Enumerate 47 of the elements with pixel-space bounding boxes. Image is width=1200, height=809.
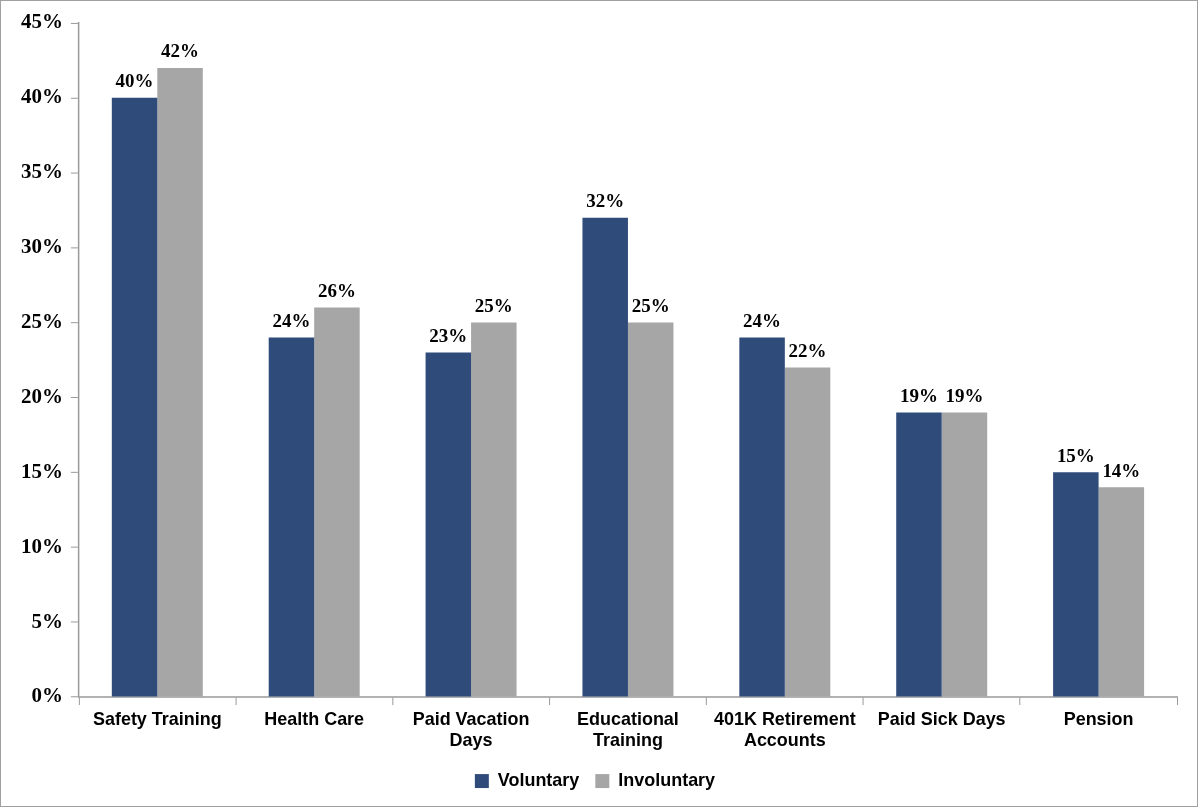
y-tick-label: 20% (21, 383, 63, 408)
x-tick-label: Pension (1063, 708, 1134, 729)
x-tick-label: Educational Training (577, 708, 679, 751)
x-tick-label: Paid Sick Days (877, 708, 1006, 729)
data-label: 14% (1102, 459, 1141, 481)
y-tick-label: 40% (21, 84, 63, 109)
y-tick-label: 15% (21, 458, 63, 483)
data-label: 19% (945, 384, 984, 406)
bar (314, 307, 360, 697)
bar (896, 412, 942, 697)
bar (471, 322, 517, 697)
bar (941, 412, 988, 697)
data-label: 15% (1056, 444, 1095, 466)
x-tick-label: Health Care (264, 708, 365, 729)
y-tick-label: 0% (31, 683, 63, 708)
legend-label: Voluntary (497, 770, 580, 791)
bar (157, 67, 203, 697)
bar (627, 322, 674, 697)
data-label: 26% (317, 280, 356, 302)
data-label: 42% (161, 40, 200, 62)
data-label: 19% (900, 384, 938, 406)
bar (784, 367, 831, 697)
y-tick-label: 5% (31, 608, 63, 633)
data-label: 25% (631, 295, 670, 316)
data-label: 23% (429, 324, 468, 346)
data-label: 40% (115, 70, 154, 92)
x-tick-label: Paid Vacation Days (412, 708, 530, 751)
data-label: 32% (586, 190, 625, 212)
data-label: 22% (788, 339, 827, 361)
x-tick-label: Safety Training (92, 708, 222, 729)
data-label: 25% (474, 295, 513, 316)
bar (1098, 487, 1145, 697)
bar (739, 337, 785, 697)
bar (111, 97, 158, 697)
data-label: 24% (743, 309, 782, 331)
legend-label: Involuntary (618, 770, 716, 791)
y-tick-label: 35% (21, 159, 63, 184)
y-tick-label: 30% (21, 234, 63, 259)
y-tick-label: 25% (21, 308, 63, 333)
bar (425, 352, 472, 697)
bar (1053, 472, 1099, 697)
bar (268, 337, 315, 697)
bar (582, 217, 628, 697)
data-label: 24% (272, 309, 311, 331)
x-tick-label: 401K Retirement Accounts (713, 708, 856, 751)
y-tick-label: 45% (21, 9, 63, 34)
y-tick-label: 10% (21, 533, 63, 558)
